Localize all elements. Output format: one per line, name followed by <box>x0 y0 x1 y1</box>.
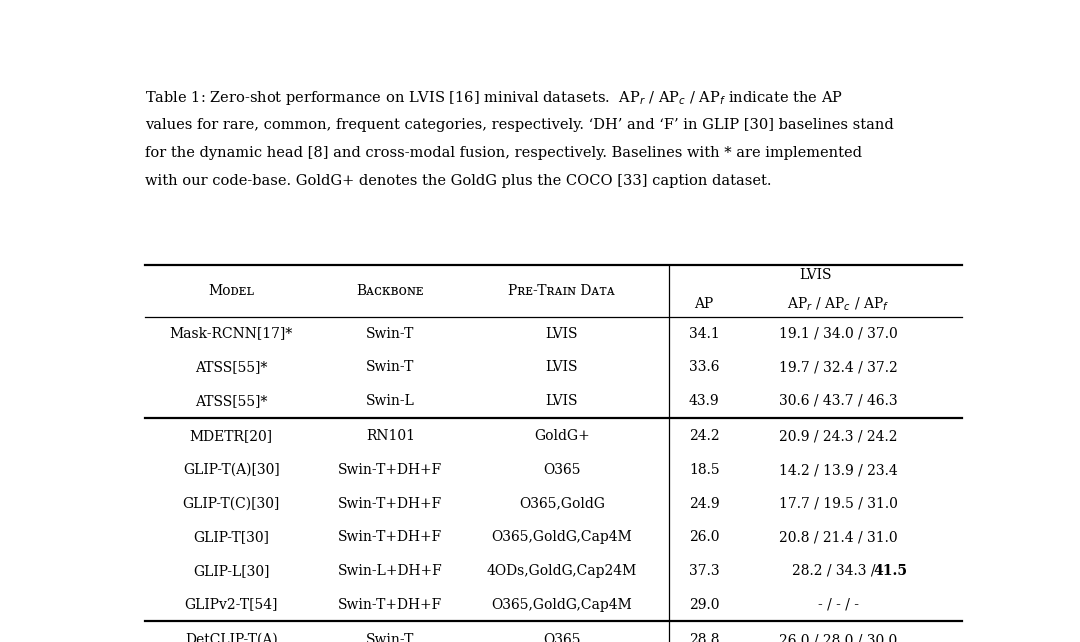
Text: 28.2 / 34.3 /: 28.2 / 34.3 / <box>792 564 876 578</box>
Text: Pʀᴇ-Tʀᴀɪɴ Dᴀᴛᴀ: Pʀᴇ-Tʀᴀɪɴ Dᴀᴛᴀ <box>509 284 616 298</box>
Text: O365: O365 <box>543 463 581 477</box>
Text: 20.9 / 24.3 / 24.2: 20.9 / 24.3 / 24.2 <box>779 429 897 444</box>
Text: O365: O365 <box>543 633 581 642</box>
Text: Swin-T: Swin-T <box>366 360 415 374</box>
Text: 43.9: 43.9 <box>689 394 719 408</box>
Text: Swin-T+DH+F: Swin-T+DH+F <box>338 598 443 611</box>
Text: GLIP-T[30]: GLIP-T[30] <box>193 530 269 544</box>
Text: 37.3: 37.3 <box>689 564 719 578</box>
Text: 33.6: 33.6 <box>689 360 719 374</box>
Text: ATSS[55]*: ATSS[55]* <box>195 360 268 374</box>
Text: Swin-T: Swin-T <box>366 327 415 341</box>
Text: 20.8 / 21.4 / 31.0: 20.8 / 21.4 / 31.0 <box>779 530 897 544</box>
Text: 26.0 / 28.0 / 30.0: 26.0 / 28.0 / 30.0 <box>779 633 897 642</box>
Text: AP: AP <box>694 297 714 311</box>
Text: 28.8: 28.8 <box>689 633 719 642</box>
Text: O365,GoldG: O365,GoldG <box>518 497 605 510</box>
Text: 26.0: 26.0 <box>689 530 719 544</box>
Text: O365,GoldG,Cap4M: O365,GoldG,Cap4M <box>491 598 632 611</box>
Text: GLIP-T(C)[30]: GLIP-T(C)[30] <box>183 497 280 510</box>
Text: GoldG+: GoldG+ <box>534 429 590 444</box>
Text: 30.6 / 43.7 / 46.3: 30.6 / 43.7 / 46.3 <box>779 394 897 408</box>
Text: 24.9: 24.9 <box>689 497 719 510</box>
Text: 41.5: 41.5 <box>873 564 907 578</box>
Text: LVIS: LVIS <box>799 268 832 282</box>
Text: 19.1 / 34.0 / 37.0: 19.1 / 34.0 / 37.0 <box>779 327 897 341</box>
Text: AP$_r$ / AP$_c$ / AP$_f$: AP$_r$ / AP$_c$ / AP$_f$ <box>787 295 889 313</box>
Text: ATSS[55]*: ATSS[55]* <box>195 394 268 408</box>
Text: Swin-T+DH+F: Swin-T+DH+F <box>338 530 443 544</box>
Text: Bᴀᴄᴋʙᴏɴᴇ: Bᴀᴄᴋʙᴏɴᴇ <box>356 284 424 298</box>
Text: Swin-L: Swin-L <box>366 394 415 408</box>
Text: 19.7 / 32.4 / 37.2: 19.7 / 32.4 / 37.2 <box>779 360 897 374</box>
Text: 29.0: 29.0 <box>689 598 719 611</box>
Text: 4ODs,GoldG,Cap24M: 4ODs,GoldG,Cap24M <box>487 564 637 578</box>
Text: Swin-T+DH+F: Swin-T+DH+F <box>338 497 443 510</box>
Text: Swin-L+DH+F: Swin-L+DH+F <box>338 564 443 578</box>
Text: RN101: RN101 <box>366 429 415 444</box>
Text: 34.1: 34.1 <box>689 327 719 341</box>
Text: 14.2 / 13.9 / 23.4: 14.2 / 13.9 / 23.4 <box>779 463 897 477</box>
Text: GLIP-T(A)[30]: GLIP-T(A)[30] <box>183 463 280 477</box>
Text: with our code-base. GoldG+ denotes the GoldG plus the COCO [33] caption dataset.: with our code-base. GoldG+ denotes the G… <box>145 174 771 188</box>
Text: LVIS: LVIS <box>545 394 578 408</box>
Text: Mask-RCNN[17]*: Mask-RCNN[17]* <box>170 327 293 341</box>
Text: LVIS: LVIS <box>545 327 578 341</box>
Text: Swin-T: Swin-T <box>366 633 415 642</box>
Text: DetCLIP-T(A): DetCLIP-T(A) <box>185 633 278 642</box>
Text: Swin-T+DH+F: Swin-T+DH+F <box>338 463 443 477</box>
Text: Mᴏᴅᴇʟ: Mᴏᴅᴇʟ <box>208 284 254 298</box>
Text: - / - / -: - / - / - <box>818 598 859 611</box>
Text: O365,GoldG,Cap4M: O365,GoldG,Cap4M <box>491 530 632 544</box>
Text: 24.2: 24.2 <box>689 429 719 444</box>
Text: 18.5: 18.5 <box>689 463 719 477</box>
Text: GLIP-L[30]: GLIP-L[30] <box>193 564 270 578</box>
Text: 17.7 / 19.5 / 31.0: 17.7 / 19.5 / 31.0 <box>779 497 897 510</box>
Text: MDETR[20]: MDETR[20] <box>190 429 273 444</box>
Text: LVIS: LVIS <box>545 360 578 374</box>
Text: for the dynamic head [8] and cross-modal fusion, respectively. Baselines with * : for the dynamic head [8] and cross-modal… <box>145 146 862 160</box>
Text: values for rare, common, frequent categories, respectively. ‘DH’ and ‘F’ in GLIP: values for rare, common, frequent catego… <box>145 117 894 132</box>
Text: Table 1: Zero-shot performance on LVIS [16] minival datasets.  AP$_r$ / AP$_c$ /: Table 1: Zero-shot performance on LVIS [… <box>145 89 842 107</box>
Text: GLIPv2-T[54]: GLIPv2-T[54] <box>185 598 278 611</box>
